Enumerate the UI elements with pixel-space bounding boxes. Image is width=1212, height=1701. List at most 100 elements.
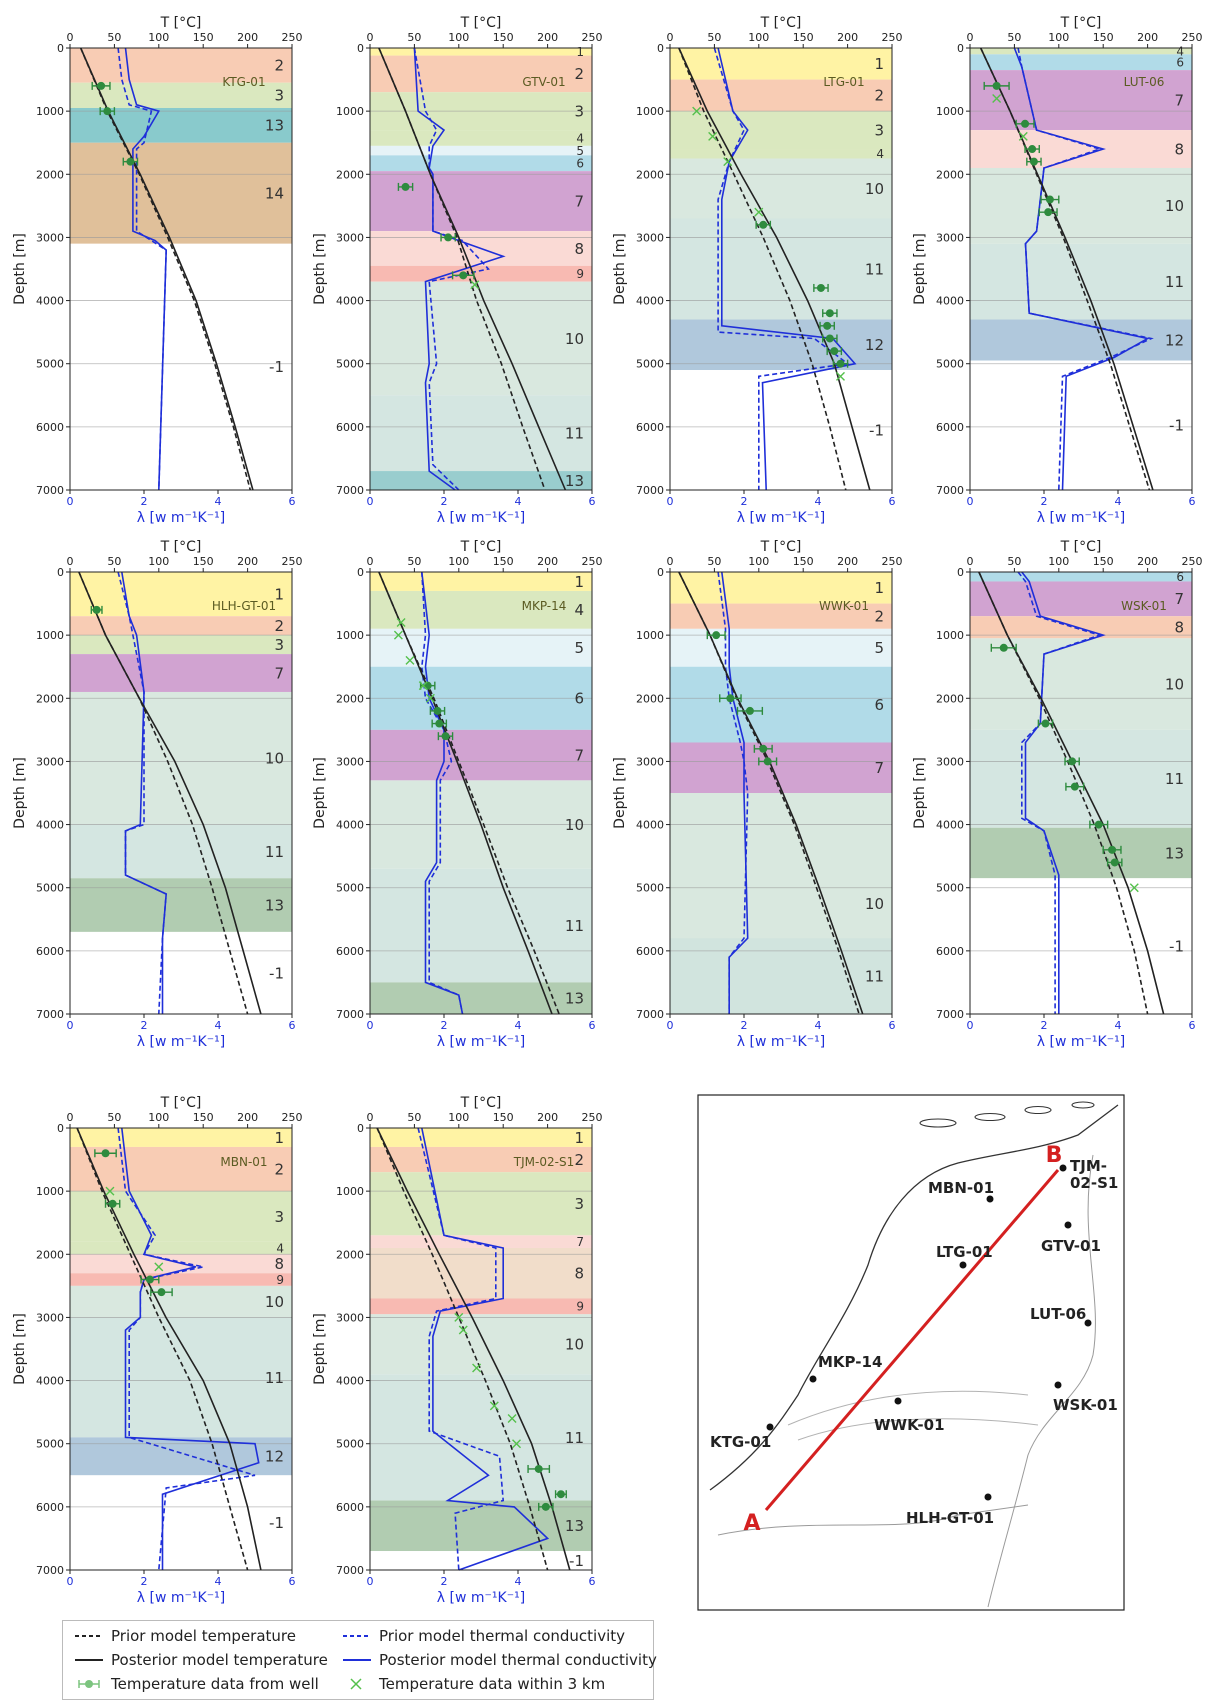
layer-band <box>970 581 1192 617</box>
map-island <box>919 1118 957 1128</box>
layer-band <box>670 218 892 320</box>
depth-tick-label: 3000 <box>636 231 664 244</box>
depth-tick-label: 0 <box>57 1122 64 1135</box>
layer-label: 10 <box>565 1336 584 1354</box>
top-tick-label: 0 <box>967 555 974 568</box>
bottom-tick-label: 6 <box>289 495 296 508</box>
well-temperature-point <box>1041 719 1050 728</box>
map-island <box>1024 1105 1052 1115</box>
top-tick-label: 100 <box>448 1111 469 1124</box>
well-temperature-point <box>108 1199 117 1208</box>
depth-tick-label: 0 <box>57 42 64 55</box>
layer-label: 12 <box>265 1448 284 1466</box>
depth-tick-label: 3000 <box>336 755 364 768</box>
depth-tick-label: 0 <box>357 566 364 579</box>
depth-tick-label: 4000 <box>636 295 664 308</box>
layer-band <box>970 48 1192 55</box>
depth-tick-label: 7000 <box>936 484 964 497</box>
depth-tick-label: 3000 <box>936 755 964 768</box>
well-temperature-point <box>103 107 112 116</box>
layer-label: 10 <box>565 330 584 348</box>
bottom-tick-label: 6 <box>589 495 596 508</box>
depth-tick-label: 2000 <box>336 692 364 705</box>
top-tick-label: 150 <box>193 31 214 44</box>
bottom-tick-label: 6 <box>589 1575 596 1588</box>
top-tick-label: 50 <box>707 31 721 44</box>
depth-tick-label: 6000 <box>936 945 964 958</box>
bottom-tick-label: 6 <box>889 1019 896 1032</box>
top-tick-label: 100 <box>748 31 769 44</box>
well-temperature-point <box>1044 208 1053 217</box>
well-name-label: LUT-06 <box>1124 75 1165 89</box>
depth-tick-label: 4000 <box>36 1375 64 1388</box>
well-temperature-point <box>459 271 468 280</box>
posterior-conductivity-line <box>124 47 168 491</box>
bottom-axis-label: λ [w m⁻¹K⁻¹] <box>437 1034 525 1050</box>
bottom-tick-label: 6 <box>589 1019 596 1032</box>
map-well-marker <box>1054 1381 1062 1389</box>
layer-band <box>370 171 592 232</box>
top-tick-label: 50 <box>1007 555 1021 568</box>
layer-band <box>370 1128 592 1147</box>
layer-label: 3 <box>274 636 284 654</box>
well-panel-mkp-14: 1 4 5 6 7 10 11 13 MKP-14 0 50 100 150 200 250 T [°C] 0 2… <box>312 539 603 1050</box>
layer-label: 7 <box>574 192 584 210</box>
map-well-label: HLH-GT-01 <box>906 1509 994 1527</box>
depth-tick-label: 5000 <box>36 1438 64 1451</box>
top-axis-label: T [°C] <box>160 539 202 555</box>
top-tick-label: 150 <box>793 555 814 568</box>
depth-tick-label: 3000 <box>36 755 64 768</box>
top-tick-label: 250 <box>882 555 903 568</box>
nearby-temperature-point <box>472 1363 482 1373</box>
layer-label: 13 <box>1165 844 1184 862</box>
depth-tick-label: 4000 <box>336 819 364 832</box>
top-tick-label: 0 <box>367 1111 374 1124</box>
well-temperature-point <box>435 719 444 728</box>
layer-label: 2 <box>874 608 884 626</box>
layer-band <box>70 824 292 879</box>
well-name-label: TJM-02-S1 <box>513 1155 574 1169</box>
well-temperature-point <box>1068 757 1077 766</box>
well-name-label: LTG-01 <box>823 75 864 89</box>
top-tick-label: 0 <box>967 31 974 44</box>
top-tick-label: 0 <box>367 555 374 568</box>
layer-band <box>670 666 892 743</box>
depth-tick-label: 5000 <box>936 882 964 895</box>
layer-band <box>70 691 292 825</box>
top-tick-label: 0 <box>67 555 74 568</box>
bottom-tick-label: 0 <box>367 1019 374 1032</box>
layer-label: 12 <box>865 336 884 354</box>
depth-tick-label: 1000 <box>36 629 64 642</box>
layer-band <box>370 281 592 396</box>
layer-label: 2 <box>274 57 284 75</box>
layer-label: 7 <box>274 664 284 682</box>
layer-label: 7 <box>874 759 884 777</box>
depth-tick-label: 1000 <box>636 105 664 118</box>
top-tick-label: 250 <box>1182 555 1203 568</box>
posterior-conductivity-line <box>721 571 749 1014</box>
depth-tick-label: 6000 <box>936 421 964 434</box>
top-tick-label: 50 <box>107 1111 121 1124</box>
layer-band <box>970 243 1192 320</box>
layer-label: 11 <box>265 1369 284 1387</box>
bottom-tick-label: 0 <box>967 495 974 508</box>
layer-band <box>670 158 892 219</box>
map-well-marker <box>984 1493 992 1501</box>
map-well-label: KTG-01 <box>710 1433 771 1451</box>
layer-label: -1 <box>269 964 284 982</box>
legend-label: Posterior model temperature <box>111 1651 328 1669</box>
layer-label: 4 <box>574 601 584 619</box>
depth-tick-label: 3000 <box>36 231 64 244</box>
layer-label: 11 <box>1165 770 1184 788</box>
nearby-temperature-point <box>418 681 428 691</box>
posterior-temperature-line <box>678 47 871 491</box>
nearby-temperature-point <box>405 655 415 665</box>
depth-tick-label: 6000 <box>36 945 64 958</box>
well-panel-wwk-01: 1 2 5 6 7 10 11 WWK-01 0 50 100 150 200 250 T [°C] 0 2 4 6… <box>612 539 903 1050</box>
layer-label: 13 <box>565 990 584 1008</box>
layer-label: 5 <box>576 144 584 158</box>
plot-frame <box>369 571 593 1015</box>
well-temperature-point <box>759 744 768 753</box>
